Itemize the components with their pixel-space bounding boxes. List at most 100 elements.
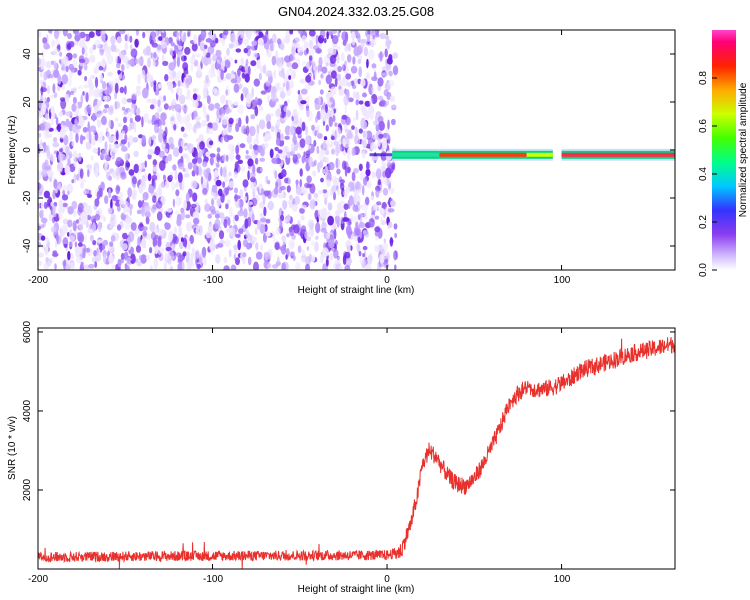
noise-speckle	[121, 243, 128, 251]
snr-panel: -200 -100 0 100 Height of straight line …	[7, 320, 676, 595]
noise-speckle	[135, 30, 139, 36]
noise-speckle	[74, 31, 81, 42]
noise-speckle	[129, 207, 133, 216]
noise-speckle	[370, 37, 377, 47]
noise-speckle	[68, 41, 75, 48]
noise-speckle	[52, 216, 56, 224]
noise-speckle	[94, 69, 98, 74]
noise-speckle	[103, 39, 108, 51]
noise-speckle	[73, 87, 77, 93]
noise-speckle	[121, 97, 128, 105]
noise-speckle	[196, 263, 201, 269]
noise-speckle	[389, 187, 395, 195]
noise-speckle	[144, 210, 151, 219]
noise-speckle	[361, 185, 365, 196]
noise-speckle	[289, 30, 294, 35]
noise-speckle	[65, 264, 71, 270]
noise-speckle	[53, 179, 58, 189]
noise-speckle	[170, 230, 173, 241]
noise-speckle	[141, 237, 147, 249]
noise-speckle	[374, 230, 380, 237]
noise-speckle	[131, 93, 138, 101]
noise-speckle	[200, 176, 204, 185]
noise-speckle	[120, 139, 127, 145]
noise-speckle	[375, 123, 380, 132]
noise-speckle	[103, 216, 106, 222]
noise-speckle	[335, 143, 342, 154]
noise-speckle	[205, 172, 212, 182]
noise-speckle	[84, 248, 91, 253]
noise-speckle	[41, 209, 44, 215]
noise-speckle	[387, 208, 395, 213]
noise-speckle	[80, 213, 88, 225]
noise-speckle	[67, 219, 73, 228]
noise-speckle	[74, 247, 78, 253]
noise-speckle	[247, 158, 254, 167]
noise-speckle	[306, 175, 312, 184]
noise-speckle	[164, 222, 171, 230]
noise-speckle	[203, 111, 208, 119]
noise-speckle	[381, 162, 387, 167]
noise-speckle	[72, 96, 77, 104]
noise-speckle	[335, 209, 341, 217]
noise-speckle	[325, 62, 329, 67]
noise-speckle	[180, 237, 184, 243]
noise-speckle	[361, 138, 368, 148]
noise-speckle	[242, 38, 249, 46]
noise-speckle	[228, 57, 234, 62]
noise-speckle	[372, 120, 379, 126]
noise-speckle	[101, 58, 106, 68]
noise-speckle	[151, 135, 157, 141]
noise-speckle	[135, 89, 141, 96]
noise-speckle	[162, 120, 166, 126]
noise-speckle	[86, 205, 93, 216]
noise-speckle	[67, 250, 71, 261]
noise-speckle	[53, 92, 58, 98]
noise-speckle	[74, 241, 78, 248]
noise-speckle	[130, 222, 137, 231]
noise-speckle	[343, 95, 349, 106]
noise-speckle	[393, 250, 399, 261]
noise-speckle	[115, 144, 120, 149]
noise-speckle	[57, 168, 63, 173]
noise-speckle	[215, 179, 222, 187]
noise-speckle	[245, 125, 250, 136]
noise-speckle	[177, 51, 183, 56]
noise-speckle	[385, 134, 391, 140]
noise-speckle	[228, 43, 234, 49]
noise-speckle	[137, 236, 141, 247]
noise-speckle	[214, 213, 220, 219]
noise-speckle	[108, 188, 112, 199]
noise-speckle	[274, 146, 279, 152]
noise-speckle	[84, 75, 88, 82]
noise-speckle	[73, 209, 77, 217]
noise-speckle	[353, 78, 358, 85]
noise-speckle	[120, 171, 127, 180]
noise-speckle	[250, 114, 256, 120]
noise-speckle	[300, 215, 305, 221]
noise-speckle	[72, 220, 77, 232]
noise-speckle	[149, 31, 157, 39]
noise-speckle	[218, 188, 223, 197]
noise-speckle	[181, 261, 185, 270]
noise-speckle	[337, 188, 341, 196]
noise-speckle	[195, 53, 201, 58]
noise-speckle	[86, 214, 91, 221]
noise-speckle	[39, 70, 43, 78]
noise-speckle	[94, 76, 99, 88]
noise-speckle	[379, 51, 383, 62]
noise-speckle	[71, 103, 77, 112]
noise-speckle	[119, 86, 125, 94]
noise-speckle	[381, 66, 389, 72]
noise-speckle	[317, 125, 320, 131]
noise-speckle	[103, 253, 107, 264]
noise-speckle	[299, 78, 307, 84]
noise-speckle	[363, 210, 368, 221]
noise-speckle	[65, 111, 73, 117]
noise-speckle	[352, 56, 356, 65]
noise-speckle	[224, 239, 231, 248]
noise-speckle	[344, 31, 349, 43]
noise-speckle	[77, 242, 83, 247]
noise-speckle	[154, 227, 159, 235]
top-x-tick-label: -100	[203, 275, 223, 286]
